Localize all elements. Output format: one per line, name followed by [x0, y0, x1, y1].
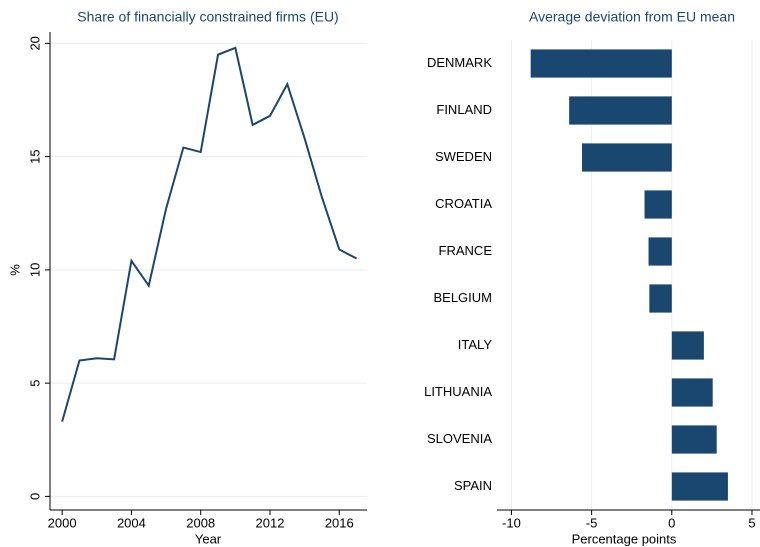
bar — [671, 378, 713, 407]
bar — [671, 472, 728, 501]
x-tick-label: 0 — [668, 515, 675, 530]
y-axis-label: % — [7, 264, 22, 276]
bar — [530, 49, 672, 78]
x-tick-label: 2004 — [117, 515, 146, 530]
bar — [671, 425, 717, 454]
y-tick-label: SWEDEN — [435, 149, 492, 164]
y-tick-label: CROATIA — [435, 196, 492, 211]
y-tick-label: 10 — [27, 263, 42, 277]
chart-title: Share of financially constrained firms (… — [77, 9, 338, 25]
x-tick-label: 2000 — [48, 515, 77, 530]
x-tick-label: 2012 — [256, 515, 285, 530]
y-tick-label: BELGIUM — [433, 290, 492, 305]
x-tick-label: -10 — [502, 515, 521, 530]
bar — [569, 96, 672, 125]
y-tick-label: FRANCE — [439, 243, 493, 258]
y-tick-label: 0 — [27, 493, 42, 500]
y-tick-label: DENMARK — [427, 55, 492, 70]
bar — [581, 143, 672, 172]
x-tick-label: 2016 — [325, 515, 354, 530]
bar — [648, 237, 672, 266]
y-tick-label: FINLAND — [436, 102, 492, 117]
y-tick-label: 15 — [27, 149, 42, 163]
line — [61, 46, 358, 422]
y-tick-label: LITHUANIA — [424, 384, 492, 399]
bar — [644, 190, 672, 219]
x-tick-label: 5 — [748, 515, 755, 530]
chart-title: Average deviation from EU mean — [529, 9, 735, 25]
y-tick-label: 20 — [27, 36, 42, 50]
y-tick-label: 5 — [27, 380, 42, 387]
x-tick-label: 2008 — [186, 515, 215, 530]
y-tick-label: SPAIN — [454, 478, 492, 493]
x-axis-label: Year — [195, 531, 222, 546]
x-axis-label: Percentage points — [572, 531, 677, 546]
x-tick-label: -5 — [586, 515, 598, 530]
y-tick-label: ITALY — [458, 337, 493, 352]
bar — [649, 284, 672, 313]
bar — [671, 331, 704, 360]
y-tick-label: SLOVENIA — [427, 431, 492, 446]
